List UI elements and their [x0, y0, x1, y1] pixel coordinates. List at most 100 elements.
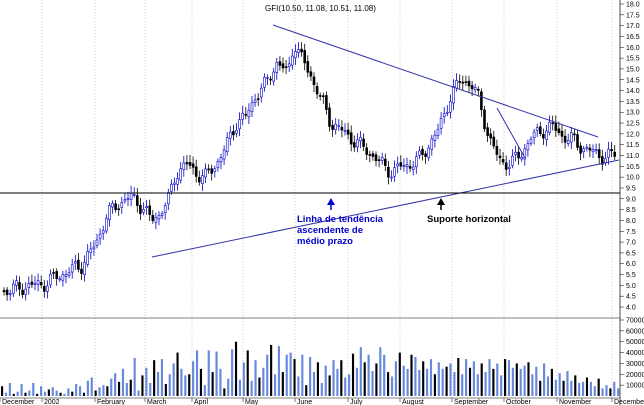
volume-bar	[531, 374, 534, 396]
candle-body	[269, 78, 272, 81]
candle-body	[67, 272, 71, 276]
candle-body	[287, 63, 291, 68]
volume-bar	[309, 356, 312, 396]
candle-body	[554, 122, 558, 131]
volume-bar	[496, 363, 499, 396]
candle-body	[604, 158, 607, 163]
candle-body	[458, 81, 462, 83]
candle-body	[579, 145, 582, 154]
price-tick-label: 15.0	[626, 66, 640, 73]
candle-body	[452, 86, 455, 104]
volume-bar	[82, 392, 86, 396]
volume-bar	[379, 347, 382, 396]
volume-bar	[129, 379, 132, 396]
price-tick-label: 4.0	[626, 305, 636, 312]
volume-tick-label: 60000	[626, 328, 644, 335]
volume-bar	[585, 377, 589, 396]
volume-bar	[168, 374, 171, 396]
volume-bar	[133, 358, 136, 396]
volume-tick-label: 70000	[626, 318, 644, 325]
candle-body	[566, 140, 570, 144]
candle-body	[185, 162, 189, 165]
volume-bar	[36, 393, 39, 396]
price-tick-label: 17.0	[626, 23, 640, 30]
candle-body	[362, 138, 365, 147]
candle-body	[380, 157, 384, 161]
volume-bar	[47, 389, 50, 396]
volume-bar	[102, 385, 105, 396]
volume-bar	[90, 377, 93, 396]
volume-bar	[344, 377, 347, 396]
candle-body	[70, 264, 74, 273]
volume-bar	[32, 382, 35, 396]
volume-tick-label: 50000	[626, 339, 644, 346]
candle-body	[427, 147, 431, 158]
candle-body	[318, 95, 322, 97]
candle-body	[64, 274, 68, 277]
volume-bar	[20, 384, 23, 396]
volume-bar	[593, 386, 596, 396]
volume-bar	[106, 386, 109, 396]
price-tick-label: 15.5	[626, 56, 640, 63]
volume-bar	[578, 382, 581, 396]
candle-body	[532, 131, 536, 139]
candle-body	[74, 261, 77, 264]
volume-bar	[199, 368, 203, 396]
candle-body	[294, 51, 297, 59]
candle-body	[489, 133, 493, 139]
volume-bar	[328, 375, 331, 396]
candle-body	[244, 114, 248, 116]
candle-body	[476, 88, 480, 91]
price-tick-label: 10.0	[626, 175, 640, 182]
volume-bar	[98, 387, 101, 396]
candle-body	[337, 125, 341, 127]
candle-body	[399, 162, 403, 167]
price-tick-label: 13.5	[626, 99, 640, 106]
candle-body	[334, 123, 338, 131]
candle-body	[480, 91, 483, 111]
price-tick-label: 16.5	[626, 34, 640, 41]
candle-body	[2, 290, 6, 293]
candle-body	[61, 274, 65, 281]
volume-bar	[348, 374, 351, 396]
candle-body	[365, 147, 369, 155]
candle-body	[588, 147, 592, 151]
grid	[41, 0, 613, 398]
support-label: Suporte horizontal	[427, 214, 511, 225]
candle-body	[27, 283, 31, 288]
candle-body	[346, 129, 350, 135]
volume-bars	[1, 341, 620, 396]
candle-body	[108, 205, 111, 221]
price-tick-label: 8.0	[626, 218, 636, 225]
volume-bar	[465, 359, 468, 396]
volume-bar	[609, 388, 612, 396]
candle-body	[266, 77, 269, 79]
volume-bar	[86, 380, 89, 396]
price-axis: 4.0 4.5 5.0 5.5 6.0 6.5 7.0 7.5 8.0 8.5 9.0 9.5 10.0…	[619, 0, 640, 405]
candle-body	[176, 178, 179, 185]
month-label: April	[194, 399, 208, 405]
volume-bar	[180, 368, 183, 396]
volume-bar	[219, 368, 222, 396]
candle-body	[21, 289, 24, 296]
volume-bar	[270, 344, 273, 396]
volume-bar	[172, 363, 175, 396]
candle-body	[352, 142, 356, 148]
candle-body	[585, 146, 589, 149]
candle-body	[328, 107, 331, 127]
volume-bar	[539, 380, 542, 396]
candle-body	[157, 214, 161, 220]
price-tick-label: 12.5	[626, 121, 640, 128]
candle-body	[173, 182, 176, 185]
price-tick-label: 10.5	[626, 164, 640, 171]
price-tick-label: 9.5	[626, 185, 636, 192]
candle-body	[272, 71, 276, 82]
candle-body	[309, 71, 313, 77]
volume-bar	[121, 368, 125, 396]
volume-bar	[125, 382, 128, 396]
volume-bar	[410, 354, 413, 396]
volume-bar	[203, 385, 206, 396]
candle-body	[24, 288, 28, 295]
candle-body	[188, 162, 192, 166]
